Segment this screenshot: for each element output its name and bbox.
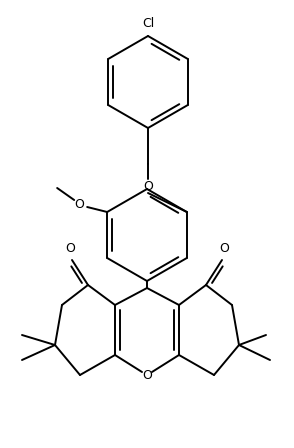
Text: O: O (219, 242, 229, 255)
Text: O: O (74, 198, 84, 211)
Text: O: O (65, 242, 75, 255)
Text: O: O (143, 180, 153, 193)
Text: O: O (142, 369, 152, 382)
Text: Cl: Cl (142, 17, 154, 30)
